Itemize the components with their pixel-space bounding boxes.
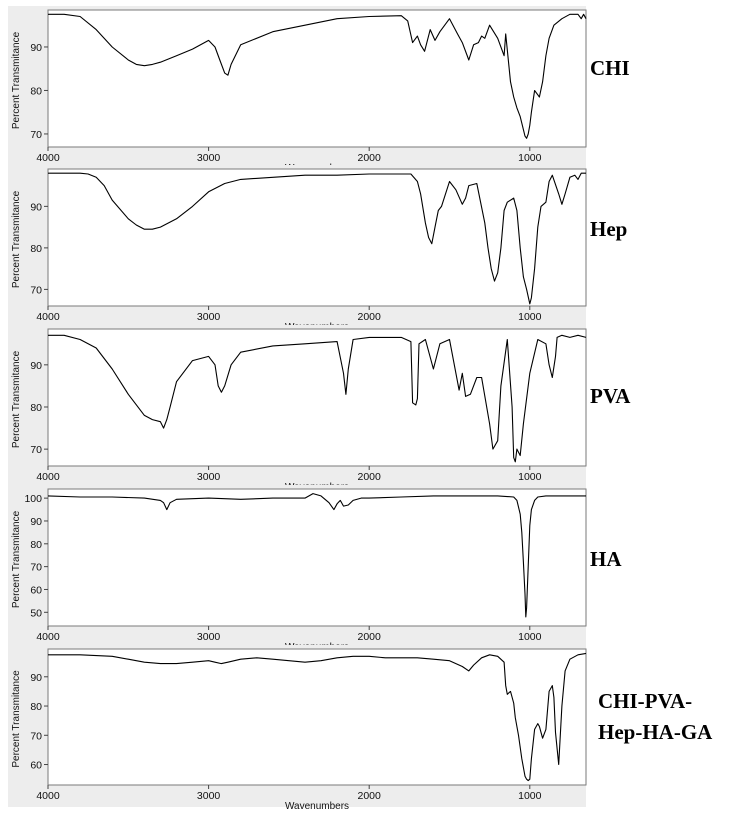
x-tick-label: 3000 <box>197 311 221 323</box>
x-tick-label: 2000 <box>358 471 382 483</box>
y-tick-label: 80 <box>30 539 42 551</box>
x-axis-title: Wavenumbers <box>285 801 349 812</box>
plot-area <box>47 488 587 627</box>
y-tick-label: 80 <box>30 85 42 97</box>
y-tick-label: 90 <box>30 360 42 372</box>
x-tick-label: 1000 <box>518 471 542 483</box>
sample-label: HA <box>590 547 622 571</box>
plot-area <box>47 648 587 786</box>
x-tick-label: 1000 <box>518 631 542 643</box>
y-tick-label: 90 <box>30 42 42 54</box>
x-tick-label: 3000 <box>197 631 221 643</box>
sample-label-line: CHI-PVA- <box>598 689 692 713</box>
spectrum-panel-1: 7080904000300020001000WavenumbersPercent… <box>8 6 630 174</box>
plot-area <box>47 168 587 307</box>
x-tick-label: 4000 <box>36 471 60 483</box>
sample-label: PVA <box>590 384 631 408</box>
sample-label-line: Hep-HA-GA <box>598 720 713 744</box>
spectrum-panel-3: 7080904000300020001000WavenumbersPercent… <box>8 325 631 493</box>
y-axis-title: Percent Transmitance <box>11 670 22 768</box>
y-tick-label: 70 <box>30 129 42 141</box>
sample-label: CHI-PVA- Hep-HA-GA <box>598 689 713 744</box>
x-tick-label: 4000 <box>36 152 60 164</box>
y-tick-label: 50 <box>30 607 42 619</box>
spectrum-line <box>48 13 587 139</box>
y-tick-label: 80 <box>30 402 42 414</box>
x-tick-label: 4000 <box>36 311 60 323</box>
x-tick-label: 2000 <box>358 631 382 643</box>
spectrum-line <box>48 334 587 463</box>
y-tick-label: 60 <box>30 584 42 596</box>
y-axis-title: Percent Transmitance <box>11 190 22 288</box>
spectrum-panel-4: 50607080901004000300020001000Wavenumbers… <box>8 485 622 653</box>
y-axis-title: Percent Transmitance <box>11 31 22 129</box>
spectrum-line <box>48 172 586 305</box>
y-tick-label: 90 <box>30 201 42 213</box>
x-tick-label: 3000 <box>197 152 221 164</box>
sample-label: CHI <box>590 56 630 80</box>
x-tick-label: 4000 <box>36 790 60 802</box>
x-tick-label: 1000 <box>518 311 542 323</box>
sample-label-line: Hep <box>590 217 627 241</box>
x-tick-label: 1000 <box>518 790 542 802</box>
sample-label-line: PVA <box>590 384 631 408</box>
spectrum-panel-5: 60 70 80 90 4000 3000 2000 1000 Wavenumbers Perce… <box>8 645 713 812</box>
y-tick-label: 90 <box>30 672 42 684</box>
y-tick-label: 70 <box>30 730 42 742</box>
y-tick-label: 80 <box>30 243 42 255</box>
spectrum-line <box>48 652 587 782</box>
sample-label: Hep <box>590 217 627 241</box>
x-tick-label: 2000 <box>358 790 382 802</box>
y-tick-label: 80 <box>30 701 42 713</box>
sample-label-line: CHI <box>590 56 630 80</box>
plot-area <box>47 9 587 148</box>
y-axis-title: Percent Transmitance <box>11 350 22 448</box>
sample-label-line: HA <box>590 547 622 571</box>
plot-area <box>47 328 587 467</box>
spectrum-panel-2: 7080904000300020001000WavenumbersPercent… <box>8 165 627 333</box>
x-tick-label: 3000 <box>197 790 221 802</box>
y-axis-title: Percent Transmitance <box>11 510 22 608</box>
y-tick-label: 70 <box>30 444 42 456</box>
x-tick-label: 4000 <box>36 631 60 643</box>
x-tick-label: 3000 <box>197 471 221 483</box>
y-tick-label: 100 <box>24 493 42 505</box>
y-tick-label: 70 <box>30 562 42 574</box>
x-tick-label: 1000 <box>518 152 542 164</box>
spectrum-line <box>47 493 586 618</box>
y-tick-label: 90 <box>30 516 42 528</box>
y-tick-label: 70 <box>30 284 42 296</box>
y-tick-label: 60 <box>30 760 42 772</box>
x-tick-label: 2000 <box>358 311 382 323</box>
x-tick-label: 2000 <box>358 152 382 164</box>
